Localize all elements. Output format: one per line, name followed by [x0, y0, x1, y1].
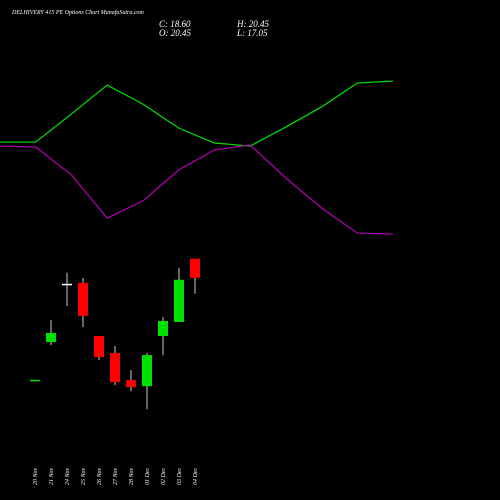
- candle-body: [110, 353, 120, 383]
- candle-body: [62, 283, 72, 286]
- summary-high: H: 20.45: [236, 19, 269, 29]
- candle-body: [78, 282, 88, 316]
- candle-body: [190, 258, 200, 278]
- x-tick-label: 28 Nov: [129, 467, 135, 485]
- x-tick-label: 27 Nov: [113, 467, 119, 485]
- candle-body: [30, 379, 40, 382]
- x-tick-label: 03 Dec: [177, 468, 183, 485]
- candle-body: [46, 332, 56, 343]
- x-tick-label: 25 Nov: [81, 467, 87, 485]
- candle-body: [142, 355, 152, 387]
- summary-close: C: 18.60: [159, 19, 191, 29]
- x-tick-label: 26 Nov: [97, 467, 103, 485]
- candle-body: [158, 320, 168, 337]
- candle-body: [174, 279, 184, 322]
- indicator-line: [0, 80, 394, 147]
- candle-body: [126, 380, 136, 388]
- x-tick-label: 24 Nov: [64, 467, 71, 485]
- indicator-line: [0, 144, 394, 235]
- summary-low: L: 17.05: [236, 28, 268, 38]
- x-tick-label: 04 Dec: [192, 468, 199, 485]
- x-tick-label: 02 Dec: [161, 468, 167, 485]
- x-tick-label: 21 Nov: [49, 467, 55, 485]
- x-tick-label: 01 Dec: [145, 468, 151, 485]
- chart-title: DELHIVERY 415 PE Options Chart MunafaSut…: [11, 9, 145, 16]
- summary-open: O: 20.45: [159, 28, 191, 38]
- candle-body: [94, 336, 104, 358]
- x-tick-label: 20 Nov: [33, 467, 39, 485]
